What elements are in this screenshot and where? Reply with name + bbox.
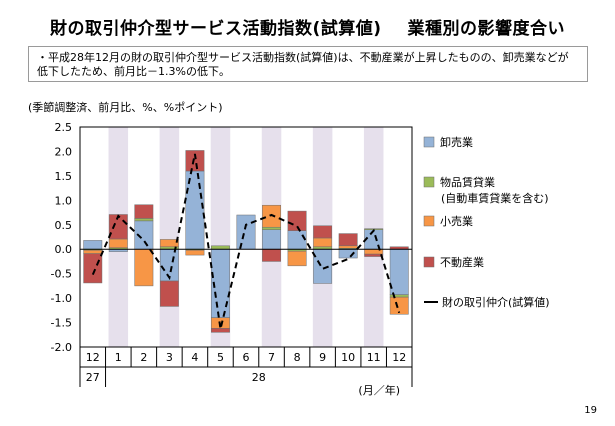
legend-label: 財の取引仲介(試算値): [442, 295, 550, 309]
axis-unit-label: (月／年): [358, 383, 400, 397]
y-tick-label: -1.0: [51, 292, 72, 305]
y-tick-label: 1.0: [55, 194, 73, 207]
legend-swatch: [423, 176, 435, 188]
bar-segment: [83, 253, 103, 284]
bar-segment: [287, 210, 307, 231]
legend-label: (自動車賃貸業を含む): [441, 191, 549, 205]
bar-segment: [287, 250, 307, 267]
x-tick-label: 3: [166, 351, 173, 364]
x-tick-label: 1: [115, 351, 122, 364]
bar-segment: [338, 233, 358, 247]
bar-segment: [236, 214, 256, 250]
y-tick-label: -1.5: [51, 317, 72, 330]
x-tick-label: 4: [191, 351, 198, 364]
legend-label: 物品賃貸業: [440, 175, 495, 189]
bar-segment: [313, 237, 333, 248]
bar-segment: [338, 248, 358, 259]
bar-segment: [287, 230, 307, 250]
summary-text: ・平成28年12月の財の取引仲介型サービス活動指数(試算値)は、不動産業が上昇し…: [37, 51, 569, 78]
legend-swatch: [423, 256, 435, 268]
x-tick-label: 6: [243, 351, 250, 364]
x-tick-label: 2: [140, 351, 147, 364]
bar-segment: [211, 245, 230, 250]
legend-label: 卸売業: [440, 135, 473, 149]
x-tick-label: 5: [217, 351, 224, 364]
bar-segment: [108, 238, 128, 249]
bar-segment: [185, 150, 205, 172]
bar-segment: [364, 229, 384, 250]
bar-segment: [134, 218, 154, 222]
bar-segment: [83, 249, 103, 254]
x-tick-label: 8: [294, 351, 301, 364]
bar-segment: [313, 225, 333, 239]
x-tick-label: 11: [367, 351, 381, 364]
x-tick-label: 10: [341, 351, 355, 364]
bar-segment: [134, 204, 154, 219]
bar-segment: [338, 245, 358, 249]
legend-label: 小売業: [440, 215, 473, 228]
x-tick-label: 7: [268, 351, 275, 364]
total-line: [91, 153, 401, 330]
bar-segment: [83, 240, 103, 250]
legend-swatch: [423, 215, 435, 227]
x-tick-label: 9: [319, 351, 326, 364]
legend-label: 不動産業: [440, 255, 484, 269]
y-tick-label: 2.5: [55, 121, 73, 134]
y-tick-label: 0.5: [55, 219, 73, 232]
bar-segment: [262, 229, 281, 250]
bar-segment: [262, 226, 281, 230]
summary-box: ・平成28年12月の財の取引仲介型サービス活動指数(試算値)は、不動産業が上昇し…: [28, 46, 588, 82]
y-tick-label: 2.0: [55, 145, 73, 158]
y-tick-label: 0.0: [55, 243, 73, 256]
chart-subtitle: (季節調整済、前月比、%、%ポイント): [28, 101, 223, 114]
bar-segment: [364, 253, 384, 257]
y-tick-label: 1.5: [55, 170, 73, 183]
bar-segment: [159, 239, 179, 248]
y-tick-label: -2.0: [51, 341, 72, 354]
page-title: 財の取引仲介型サービス活動指数(試算値) 業種別の影響度合い: [0, 14, 615, 39]
year-label: 27: [86, 371, 100, 384]
x-tick-label: 12: [392, 351, 406, 364]
year-label: 28: [252, 371, 266, 384]
page-number: 19: [584, 405, 597, 416]
bar-segment: [159, 280, 179, 307]
x-tick-label: 12: [86, 351, 100, 364]
title-main: 財の取引仲介型サービス活動指数(試算値): [49, 19, 382, 39]
y-tick-label: -0.5: [51, 268, 72, 281]
legend-swatch: [423, 136, 435, 148]
bar-segment: [262, 248, 281, 262]
bar-segment: [313, 248, 333, 284]
bar-segment: [134, 248, 154, 287]
shaded-column: [159, 127, 180, 347]
bar-segment: [211, 328, 230, 333]
bar-segment: [389, 248, 409, 295]
bar-segment: [262, 204, 281, 228]
bar-segment: [389, 296, 409, 315]
title-sub: 業種別の影響度合い: [407, 19, 566, 39]
plot-frame: [79, 126, 413, 348]
bar-segment: [185, 249, 205, 256]
